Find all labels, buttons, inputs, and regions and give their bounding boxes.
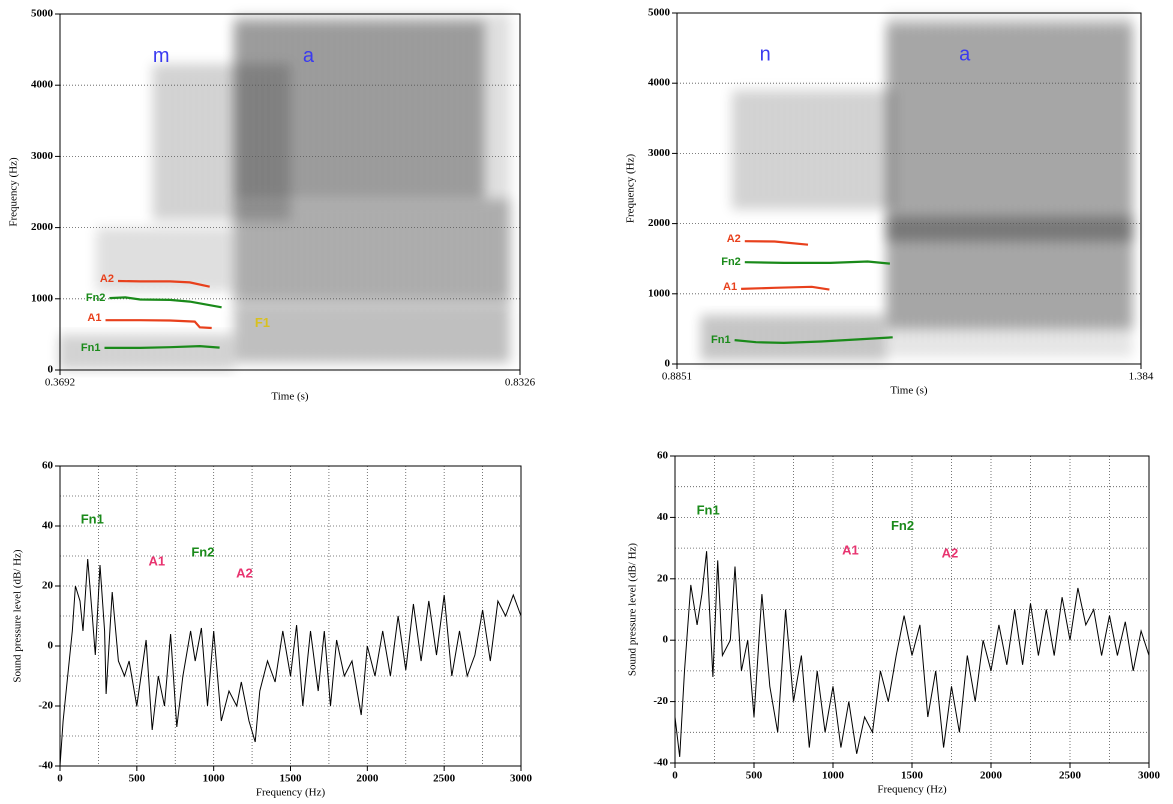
y-tick-label: 5000 <box>31 8 54 20</box>
series-label: Fn2 <box>86 292 106 304</box>
y-tick-label: 20 <box>657 572 669 584</box>
y-tick-label: 2000 <box>31 221 54 233</box>
y-tick-label: 0 <box>665 358 671 370</box>
data-line <box>734 336 893 345</box>
spectrogram-shade <box>700 314 886 361</box>
x-tick-label: 3000 <box>1138 770 1161 782</box>
annotation: A2 <box>942 546 959 561</box>
series-label: Fn1 <box>81 342 101 354</box>
x-tick-label: 500 <box>129 773 146 785</box>
x-tick-label: 0.8851 <box>662 371 692 383</box>
y-axis-label: Frequency (Hz) <box>625 154 637 224</box>
annotation: A1 <box>148 553 165 568</box>
data-line <box>744 260 891 265</box>
y-tick-label: 20 <box>42 580 54 592</box>
y-tick-label: 0 <box>48 364 54 376</box>
y-axis-label: Frequency (Hz) <box>8 157 20 227</box>
annotation: m <box>153 45 170 67</box>
y-tick-label: 3000 <box>648 147 671 159</box>
data-line <box>109 296 222 309</box>
annotation: Fn1 <box>697 503 720 518</box>
y-tick-label: 1000 <box>31 292 54 304</box>
spectrogram-shade <box>234 199 511 306</box>
x-tick-label: 1500 <box>901 770 924 782</box>
x-axis-label: Frequency (Hz) <box>877 784 947 796</box>
x-tick-label: 0 <box>57 773 63 785</box>
x-tick-label: 1000 <box>203 773 226 785</box>
x-tick-label: 500 <box>746 770 763 782</box>
y-tick-label: -20 <box>653 695 668 707</box>
y-tick-label: 60 <box>42 460 54 472</box>
series-label: A2 <box>727 233 741 245</box>
x-tick-label: 2500 <box>433 773 456 785</box>
y-tick-label: 2000 <box>648 217 671 229</box>
annotation: Fn2 <box>191 544 214 559</box>
data-line <box>741 285 830 291</box>
chart: -40 -20 0 20 40 60 0 500 1000 1500 2000 2500 3000 Fre… <box>627 450 1161 796</box>
y-tick-label: 0 <box>663 634 669 646</box>
annotation: n <box>760 43 771 65</box>
y-tick-label: 1000 <box>648 287 671 299</box>
data-line <box>104 344 220 349</box>
y-tick-label: 4000 <box>31 79 54 91</box>
y-axis-label: Sound pressure level (dB/ Hz) <box>627 543 639 677</box>
y-tick-label: -40 <box>653 757 668 769</box>
x-tick-label: 1500 <box>280 773 303 785</box>
y-tick-label: 40 <box>42 520 54 532</box>
y-tick-label: 60 <box>657 450 669 462</box>
series-label: A1 <box>723 281 737 293</box>
x-tick-label: 2500 <box>1059 770 1082 782</box>
y-tick-label: -20 <box>38 700 53 712</box>
plot-frame <box>676 12 1142 365</box>
annotation: Fn2 <box>891 518 914 533</box>
chart: 0 1000 2000 3000 4000 5000 0.8851 1.384 Time (s)… <box>625 7 1154 397</box>
y-tick-label: 5000 <box>648 7 671 19</box>
chart: 0 1000 2000 3000 4000 5000 0.3692 0.8326 Time (s… <box>8 8 536 403</box>
series-label: A2 <box>100 273 114 285</box>
x-tick-label: 0 <box>672 770 678 782</box>
annotation: Fn1 <box>81 511 104 526</box>
chart: -40 -20 0 20 40 60 0 500 1000 1500 2000 2500 3000 Fre… <box>12 460 533 799</box>
annotation: F1 <box>255 315 270 330</box>
y-tick-label: 40 <box>657 511 669 523</box>
plot-frame <box>59 13 521 371</box>
series-label: Fn2 <box>721 256 741 268</box>
spectrogram-shade <box>60 334 235 370</box>
data-line <box>105 319 212 330</box>
x-tick-label: 0.3692 <box>45 377 75 389</box>
annotation: A1 <box>842 543 859 558</box>
x-tick-label: 1.384 <box>1129 371 1154 383</box>
spectrogram-shade <box>732 90 896 210</box>
series-label: Fn1 <box>711 334 731 346</box>
x-tick-label: 0.8326 <box>505 377 536 389</box>
data-line <box>59 558 522 767</box>
x-tick-label: 2000 <box>356 773 379 785</box>
y-tick-label: 3000 <box>31 150 54 162</box>
x-tick-label: 3000 <box>510 773 533 785</box>
x-axis-label: Time (s) <box>890 385 928 397</box>
y-tick-label: 0 <box>48 640 54 652</box>
series-label: A1 <box>87 312 101 324</box>
y-tick-label: -40 <box>38 760 53 772</box>
spectrogram-shade <box>885 13 1132 357</box>
spectrogram-shade <box>234 305 511 363</box>
data-line <box>674 551 1150 757</box>
data-line <box>744 240 809 246</box>
x-tick-label: 2000 <box>980 770 1003 782</box>
annotation: a <box>303 45 315 67</box>
x-axis-label: Frequency (Hz) <box>256 787 326 799</box>
annotation: A2 <box>236 565 253 580</box>
x-tick-label: 1000 <box>822 770 845 782</box>
y-axis-label: Sound pressure level (dB/ Hz) <box>12 549 24 683</box>
data-line <box>117 279 210 288</box>
x-axis-label: Time (s) <box>271 391 309 403</box>
plot-frame <box>674 455 1150 764</box>
y-tick-label: 4000 <box>648 77 671 89</box>
annotation: a <box>959 43 971 65</box>
